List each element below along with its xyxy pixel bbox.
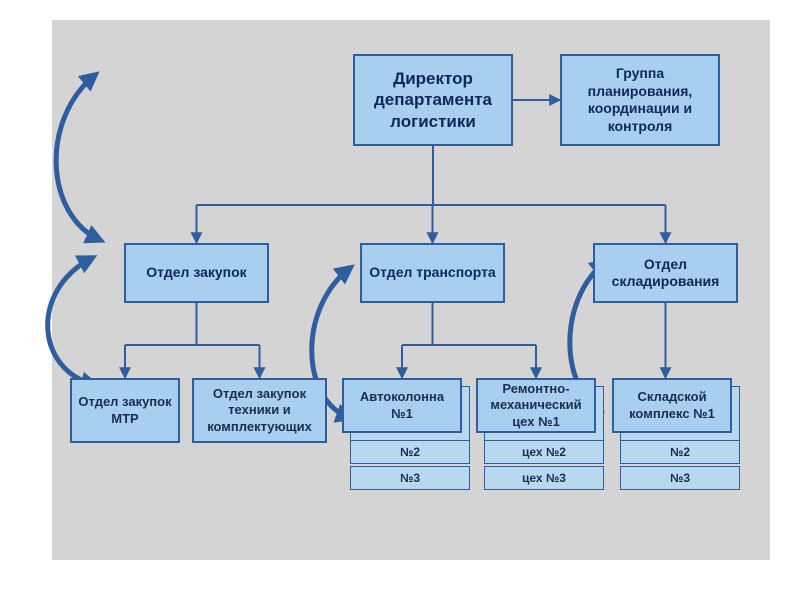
node-dept_ware: Отдел складирования: [593, 243, 738, 303]
stack-row-auto-0: №2: [350, 440, 470, 464]
node-ware1: Складской комплекс №1: [612, 378, 732, 433]
node-director: Директор департамента логистики: [353, 54, 513, 146]
node-repair1: Ремонтно-механический цех №1: [476, 378, 596, 433]
stack-row-ware-1: №3: [620, 466, 740, 490]
stack-row-repair-1: цех №3: [484, 466, 604, 490]
node-purch_mtr: Отдел закупок МТР: [70, 378, 180, 443]
node-auto1: Автоколонна №1: [342, 378, 462, 433]
stack-row-auto-1: №3: [350, 466, 470, 490]
node-plangroup: Группа планирования, координации и контр…: [560, 54, 720, 146]
node-purch_tech: Отдел закупок техники и комплектующих: [192, 378, 327, 443]
stack-row-repair-0: цех №2: [484, 440, 604, 464]
stack-row-ware-0: №2: [620, 440, 740, 464]
node-dept_trans: Отдел транспорта: [360, 243, 505, 303]
node-dept_purch: Отдел закупок: [124, 243, 269, 303]
